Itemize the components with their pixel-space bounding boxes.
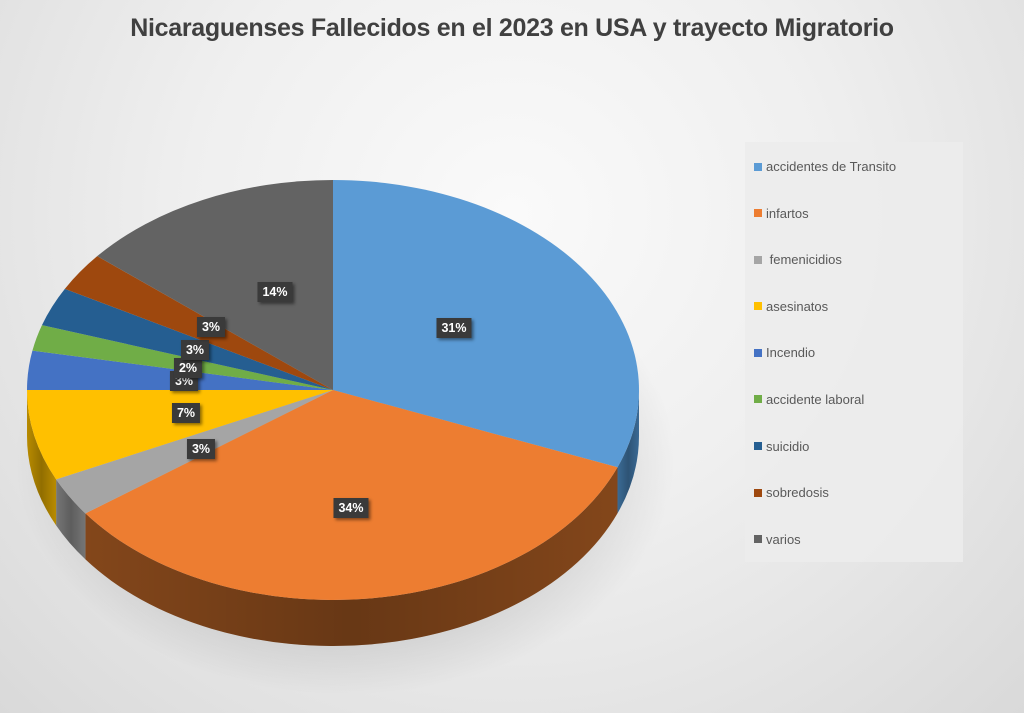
legend-swatch-icon (754, 442, 762, 451)
pie-slice-accidentes-de-transito[interactable] (333, 180, 639, 468)
legend-label: infartos (766, 205, 809, 221)
chart-title: Nicaraguenses Fallecidos en el 2023 en U… (130, 14, 894, 42)
data-label-femenicidios: 3% (186, 439, 216, 459)
data-label-sobredosis: 3% (196, 317, 226, 337)
legend-swatch-icon (754, 162, 762, 171)
legend-swatch-icon (754, 535, 762, 544)
legend-swatch-icon (754, 488, 762, 497)
pie-slice-infartos[interactable] (85, 390, 618, 600)
legend-item-infartos[interactable]: infartos (745, 202, 963, 225)
pie-side-shade (56, 479, 86, 560)
data-label-infartos: 34% (333, 498, 369, 518)
legend-label: suicidio (766, 438, 810, 454)
legend-item-sobredosis[interactable]: sobredosis (745, 481, 963, 504)
pie-slices (27, 180, 639, 600)
legend-label: Incendio (766, 345, 816, 361)
legend-item-accidente-laboral[interactable]: accidente laboral (745, 388, 963, 411)
data-label-varios: 14% (257, 282, 293, 302)
data-label-suicidio: 3% (180, 340, 210, 360)
data-label-accidentes-de-transito: 31% (436, 318, 472, 338)
pie-sides (27, 390, 639, 646)
legend-item-suicidio[interactable]: suicidio (745, 435, 963, 458)
pie-slice-suicidio[interactable] (41, 288, 333, 390)
legend-swatch-icon (754, 395, 762, 404)
legend-label: femenicidios (766, 252, 842, 268)
legend-item-accidentes-de-transito[interactable]: accidentes de Transito (745, 155, 963, 178)
legend-swatch-icon (754, 209, 762, 218)
legend-label: asesinatos (766, 298, 829, 314)
data-label-asesinatos: 7% (171, 403, 201, 423)
legend-swatch-icon (754, 302, 762, 311)
legend-item-asesinatos[interactable]: asesinatos (745, 295, 963, 318)
legend-label: accidentes de Transito (766, 159, 897, 174)
legend: accidentes de Transito infartos femenici… (745, 142, 963, 562)
legend-label: varios (766, 531, 801, 547)
pie-side-shade (617, 390, 639, 514)
legend-label: sobredosis (766, 485, 829, 501)
legend-item-femenicidios[interactable]: femenicidios (745, 248, 963, 271)
legend-swatch-icon (754, 255, 762, 264)
pie-side-shade (85, 467, 618, 646)
legend-label: accidente laboral (766, 391, 865, 407)
pie-side-shade (27, 390, 57, 526)
data-label-accidente-laboral: 2% (173, 358, 203, 378)
legend-item-varios[interactable]: varios (745, 528, 963, 551)
legend-swatch-icon (754, 348, 762, 357)
pie-slice-varios[interactable] (97, 180, 333, 390)
legend-item-incendio[interactable]: Incendio (745, 341, 963, 364)
pie-slice-asesinatos[interactable] (27, 390, 333, 480)
